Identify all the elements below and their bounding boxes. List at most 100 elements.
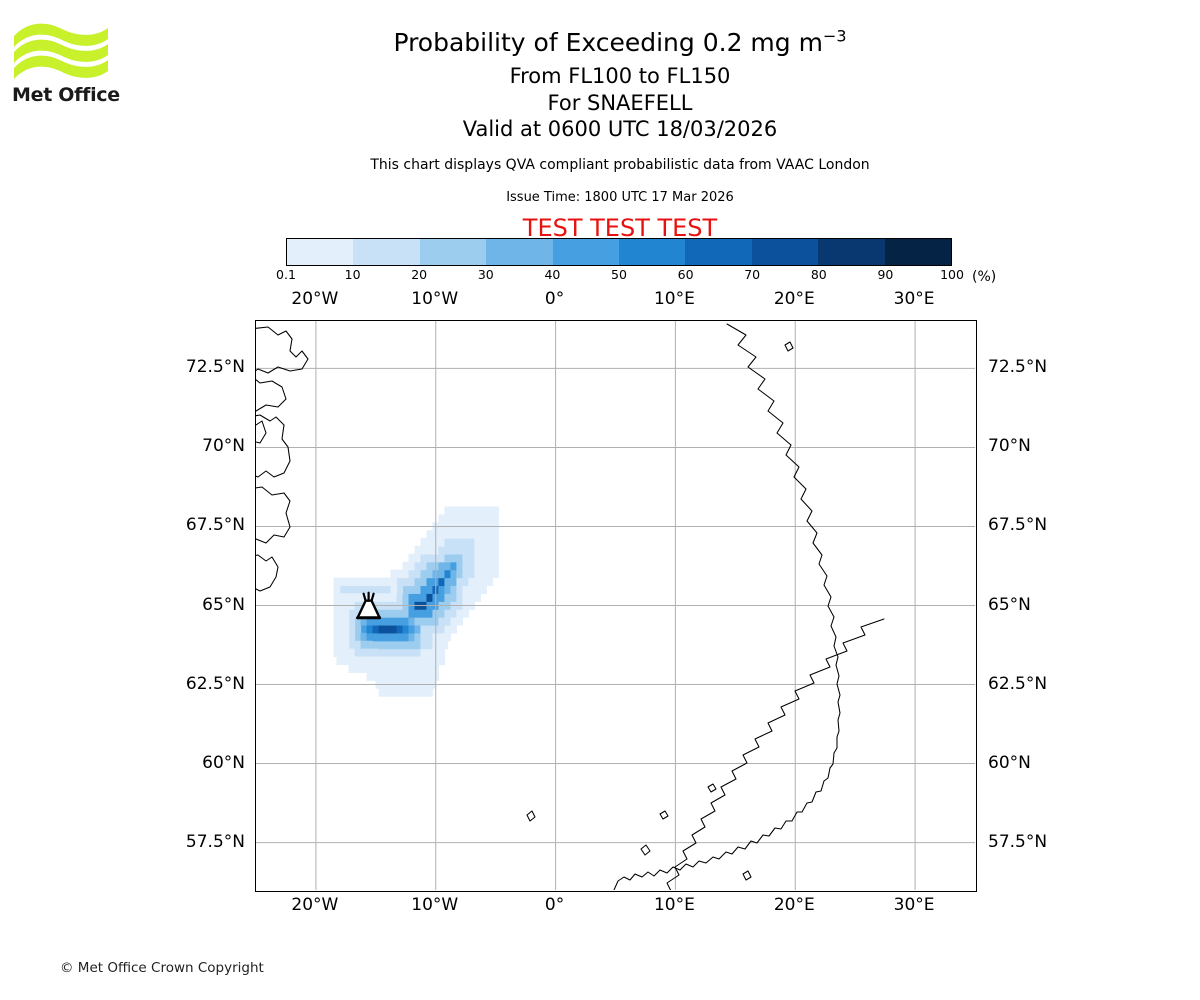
ash-probability-cell	[444, 577, 452, 587]
ash-probability-cell	[492, 538, 499, 547]
ash-probability-cell	[438, 585, 446, 594]
ash-probability-cell	[399, 664, 407, 673]
ash-probability-cell	[468, 553, 475, 563]
ash-probability-cell	[411, 664, 419, 673]
lat-label-left-67.5°N: 67.5°N	[185, 515, 245, 536]
colorbar-tick-30: 30	[477, 267, 494, 282]
ash-probability-cell	[456, 585, 464, 594]
ash-probability-cell	[363, 577, 371, 587]
ash-probability-cell	[414, 640, 422, 650]
ash-probability-cell	[456, 530, 464, 539]
ash-probability-cell	[474, 585, 481, 594]
ash-probability-cell	[456, 514, 464, 523]
ash-probability-cell	[414, 585, 422, 594]
ash-probability-cell	[444, 624, 452, 634]
ash-probability-cell	[468, 569, 475, 579]
ash-probability-cell	[480, 506, 487, 515]
ash-probability-cell	[366, 624, 374, 634]
lon-label-bottom-10°W: 10°W	[411, 895, 459, 915]
colorbar-tick-70: 70	[744, 267, 761, 282]
ash-probability-cell	[444, 632, 452, 642]
ash-probability-cell	[426, 688, 434, 697]
ash-probability-cell	[408, 688, 416, 697]
ash-probability-cell	[468, 506, 475, 515]
ash-probability-cell	[450, 545, 458, 555]
lat-label-right-62.5°N: 62.5°N	[988, 673, 1048, 694]
ash-probability-cell	[444, 530, 452, 539]
ash-probability-cell	[462, 514, 470, 523]
ash-probability-cell	[384, 640, 392, 650]
lon-label-top-30°E: 30°E	[893, 289, 935, 309]
ash-probability-cell	[462, 561, 470, 571]
ash-probability-cell	[429, 672, 437, 681]
ash-probability-cell	[474, 553, 481, 563]
ash-probability-cell	[462, 545, 470, 555]
ash-probability-cell	[384, 632, 392, 642]
colorbar-gradient	[286, 238, 952, 266]
lat-label-right-65°N: 65°N	[988, 594, 1031, 615]
ash-probability-cell	[390, 609, 398, 618]
ash-probability-cell	[390, 569, 398, 579]
ash-probability-cell	[342, 656, 350, 666]
ash-probability-cell	[372, 617, 380, 626]
ash-probability-cell	[450, 553, 458, 563]
ash-probability-cell	[429, 664, 437, 673]
ash-probability-cell	[444, 617, 452, 626]
ash-probability-cell	[402, 569, 410, 579]
ash-probability-cell	[405, 664, 413, 673]
ash-probability-cell	[486, 561, 493, 571]
ash-probability-cell	[462, 569, 470, 579]
ash-probability-cell	[381, 577, 389, 587]
ash-probability-cell	[390, 585, 398, 594]
ash-probability-cell	[420, 569, 428, 579]
ash-probability-cell	[402, 624, 410, 634]
ash-probability-cell	[414, 617, 422, 626]
ash-probability-cell	[444, 545, 452, 555]
lat-label-left-62.5°N: 62.5°N	[185, 673, 245, 694]
ash-probability-cell	[378, 624, 386, 634]
ash-probability-cell	[438, 569, 446, 579]
ash-probability-cell	[480, 569, 487, 579]
ash-probability-cell	[408, 561, 416, 571]
ash-probability-cell	[462, 593, 470, 602]
ash-probability-cell	[468, 577, 475, 587]
ash-probability-cell	[492, 506, 499, 515]
qva-compliance-note: This chart displays QVA compliant probab…	[370, 157, 870, 173]
ash-probability-cell	[420, 648, 428, 658]
ash-probability-cell	[423, 664, 431, 673]
ash-probability-cell	[450, 617, 458, 626]
ash-probability-cell	[420, 561, 428, 571]
ash-probability-cell	[360, 632, 368, 642]
ash-probability-cell	[438, 624, 446, 634]
ash-probability-cell	[468, 530, 475, 539]
ash-probability-cell	[402, 688, 410, 697]
ash-probability-cell	[480, 545, 487, 555]
ash-probability-cell	[402, 648, 410, 658]
ash-probability-cell	[444, 538, 452, 547]
ash-probability-cell	[354, 648, 362, 658]
ash-probability-cell	[354, 664, 362, 673]
map-panel[interactable]	[255, 320, 977, 892]
probability-colorbar	[286, 238, 952, 266]
ash-probability-cell	[345, 577, 353, 587]
ash-probability-cell	[354, 656, 362, 666]
ash-probability-cell	[387, 656, 395, 666]
ash-probability-cell	[468, 593, 475, 602]
ash-probability-cell	[378, 617, 386, 626]
ash-probability-cell	[468, 514, 475, 523]
ash-probability-cell	[408, 569, 416, 579]
ash-probability-cell	[354, 624, 362, 634]
ash-probability-cell	[468, 561, 475, 571]
ash-probability-cell	[387, 672, 395, 681]
ash-probability-cell	[414, 648, 422, 658]
lat-label-right-60°N: 60°N	[988, 752, 1031, 773]
issue-time-text: Issue Time: 1800 UTC 17 Mar 2026	[506, 190, 734, 205]
colorbar-tick-90: 90	[877, 267, 894, 282]
ash-probability-cell	[336, 640, 344, 650]
ash-probability-cell	[444, 561, 452, 571]
ash-probability-cell	[396, 624, 404, 634]
ash-probability-cell	[354, 632, 362, 642]
ash-probability-cell	[375, 672, 383, 681]
ash-probability-cell	[372, 640, 380, 650]
ash-probability-cell	[474, 530, 481, 539]
